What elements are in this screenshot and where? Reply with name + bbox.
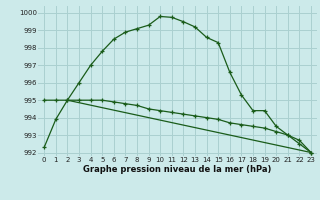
X-axis label: Graphe pression niveau de la mer (hPa): Graphe pression niveau de la mer (hPa) (84, 165, 272, 174)
